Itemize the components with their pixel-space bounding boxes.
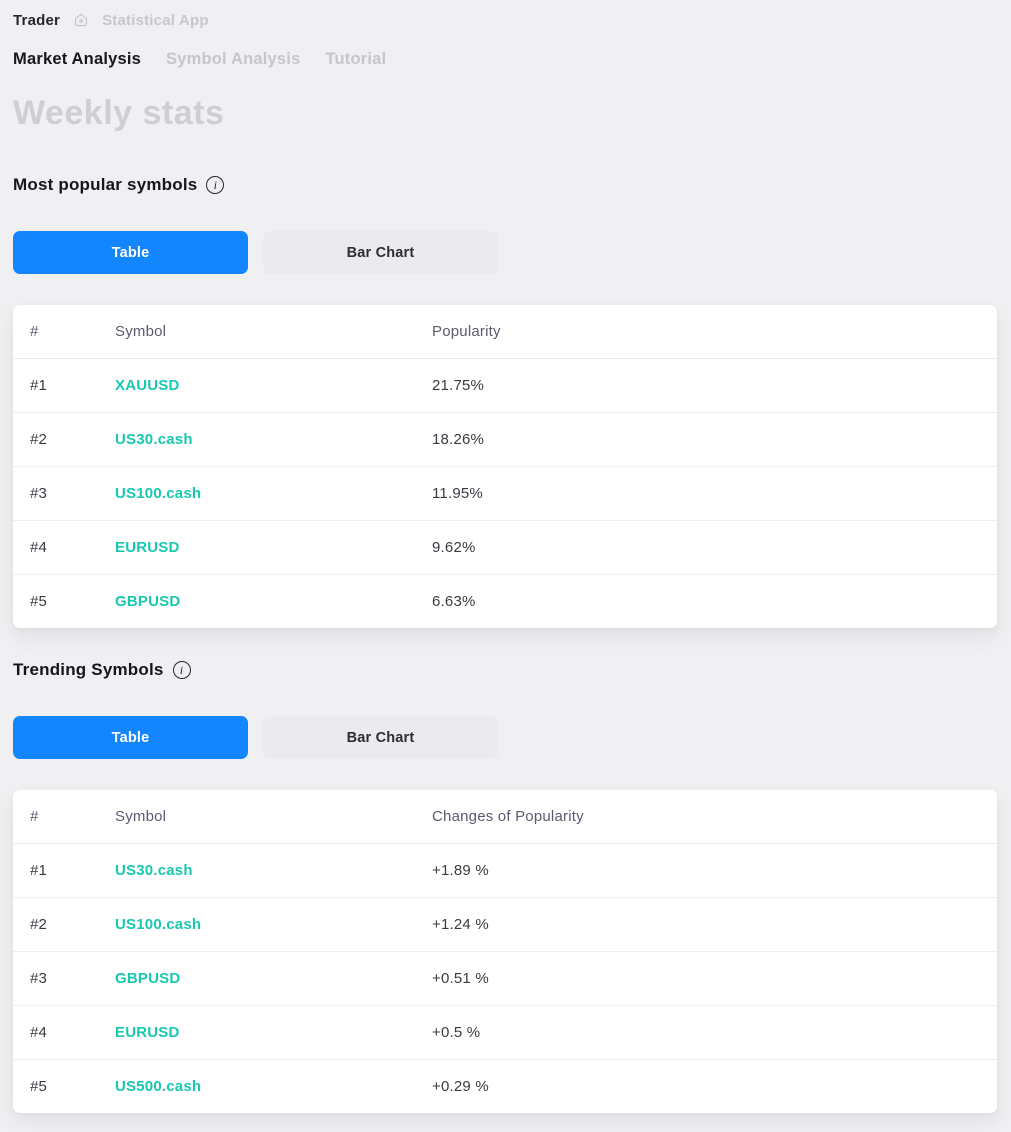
symbol-link[interactable]: XAUUSD [115, 376, 180, 394]
trending-view-toggle: Table Bar Chart [13, 716, 997, 759]
value-cell: 6.63% [432, 592, 476, 610]
column-header-rank: # [13, 790, 98, 844]
symbol-link[interactable]: GBPUSD [115, 592, 181, 610]
rank-cell: #4 [13, 1005, 98, 1060]
page-title: Weekly stats [13, 94, 225, 132]
table-row: #1 US30.cash +1.89 % [13, 843, 997, 898]
symbol-cell: US500.cash [98, 1059, 415, 1113]
column-header-changes: Changes of Popularity [415, 790, 997, 844]
symbol-link[interactable]: US500.cash [115, 1077, 202, 1095]
value-cell: +0.5 % [415, 1005, 997, 1060]
rank-cell: #3 [13, 466, 98, 521]
info-icon[interactable]: i [172, 661, 191, 679]
bar-chart-view-button[interactable]: Bar Chart [263, 231, 498, 274]
tab-bar: Market Analysis Symbol Analysis Tutorial [13, 48, 997, 70]
symbol-link[interactable]: GBPUSD [115, 969, 181, 987]
column-header-symbol: Symbol [98, 790, 415, 844]
symbol-link[interactable]: EURUSD [115, 538, 180, 556]
breadcrumb-app-name[interactable]: Trader [13, 11, 61, 29]
trending-table-card: # Symbol Changes of Popularity #1 US30.ca… [13, 790, 997, 1113]
most-popular-view-toggle: Table Bar Chart [13, 231, 997, 274]
breadcrumb: Trader Statistical App [13, 10, 997, 30]
value-cell: +0.29 % [432, 1077, 489, 1095]
rank-cell: #2 [13, 897, 98, 952]
value-cell: +1.89 % [415, 843, 997, 898]
table-row: #3 GBPUSD +0.51 % [13, 951, 997, 1006]
symbol-cell: US30.cash [98, 843, 415, 898]
breadcrumb-current-page: Statistical App [102, 11, 209, 29]
value-cell: 11.95% [415, 466, 997, 521]
symbol-cell: US100.cash [98, 897, 415, 952]
symbol-cell: GBPUSD [98, 574, 415, 628]
rank-cell: #1 [13, 358, 98, 413]
table-row: #5 GBPUSD 6.63% [13, 574, 997, 628]
rank-cell: #3 [13, 951, 98, 1006]
value-cell: 21.75% [415, 358, 997, 413]
column-header-rank: # [13, 305, 98, 359]
symbol-link[interactable]: US30.cash [115, 430, 193, 448]
symbol-cell: XAUUSD [98, 358, 415, 413]
section-trending-symbols: Trending Symbols i Table Bar Chart # Sym… [13, 659, 997, 1113]
trending-heading: Trending Symbols i [13, 659, 997, 681]
home-icon[interactable] [73, 12, 89, 28]
column-header-symbol: Symbol [98, 305, 415, 359]
value-cell: 18.26% [415, 412, 997, 467]
rank-cell: #2 [13, 412, 98, 467]
rank-cell: #5 [30, 592, 48, 610]
rank-cell: #5 [30, 1077, 48, 1095]
rank-cell: #4 [13, 520, 98, 575]
value-cell: +1.24 % [415, 897, 997, 952]
value-cell: 9.62% [415, 520, 997, 575]
most-popular-heading-label: Most popular symbols [13, 175, 198, 194]
trending-heading-label: Trending Symbols [13, 660, 164, 679]
table-header-row: # Symbol Popularity [13, 305, 997, 359]
symbol-cell: EURUSD [98, 520, 415, 575]
section-most-popular-symbols: Most popular symbols i Table Bar Chart #… [13, 174, 997, 628]
table-header-row: # Symbol Changes of Popularity [13, 790, 997, 844]
symbol-link[interactable]: EURUSD [115, 1023, 180, 1041]
symbol-cell: US100.cash [98, 466, 415, 521]
tab-tutorial[interactable]: Tutorial [325, 49, 387, 68]
value-cell: +0.51 % [415, 951, 997, 1006]
table-row: #1 XAUUSD 21.75% [13, 358, 997, 413]
symbol-link[interactable]: US100.cash [115, 484, 202, 502]
symbol-cell: US30.cash [98, 412, 415, 467]
symbol-cell: EURUSD [98, 1005, 415, 1060]
symbol-cell: GBPUSD [98, 951, 415, 1006]
symbol-link[interactable]: US100.cash [115, 915, 202, 933]
table-view-button[interactable]: Table [13, 231, 248, 274]
table-row: #2 US100.cash +1.24 % [13, 897, 997, 952]
trending-table: # Symbol Changes of Popularity #1 US30.ca… [13, 790, 997, 1113]
table-row: #4 EURUSD 9.62% [13, 520, 997, 575]
tab-symbol-analysis[interactable]: Symbol Analysis [166, 49, 301, 68]
most-popular-table-card: # Symbol Popularity #1 XAUUSD 21.75% #2 US30… [13, 305, 997, 628]
table-row: #2 US30.cash 18.26% [13, 412, 997, 467]
table-view-button[interactable]: Table [13, 716, 248, 759]
tab-market-analysis[interactable]: Market Analysis [13, 49, 142, 68]
table-row: #3 US100.cash 11.95% [13, 466, 997, 521]
bar-chart-view-button[interactable]: Bar Chart [263, 716, 498, 759]
column-header-popularity: Popularity [415, 305, 997, 359]
table-row: #5 US500.cash +0.29 % [13, 1059, 997, 1113]
info-icon[interactable]: i [206, 176, 225, 194]
table-row: #4 EURUSD +0.5 % [13, 1005, 997, 1060]
most-popular-heading: Most popular symbols i [13, 174, 997, 196]
rank-cell: #1 [13, 843, 98, 898]
most-popular-table: # Symbol Popularity #1 XAUUSD 21.75% #2 US30… [13, 305, 997, 628]
symbol-link[interactable]: US30.cash [115, 861, 193, 879]
